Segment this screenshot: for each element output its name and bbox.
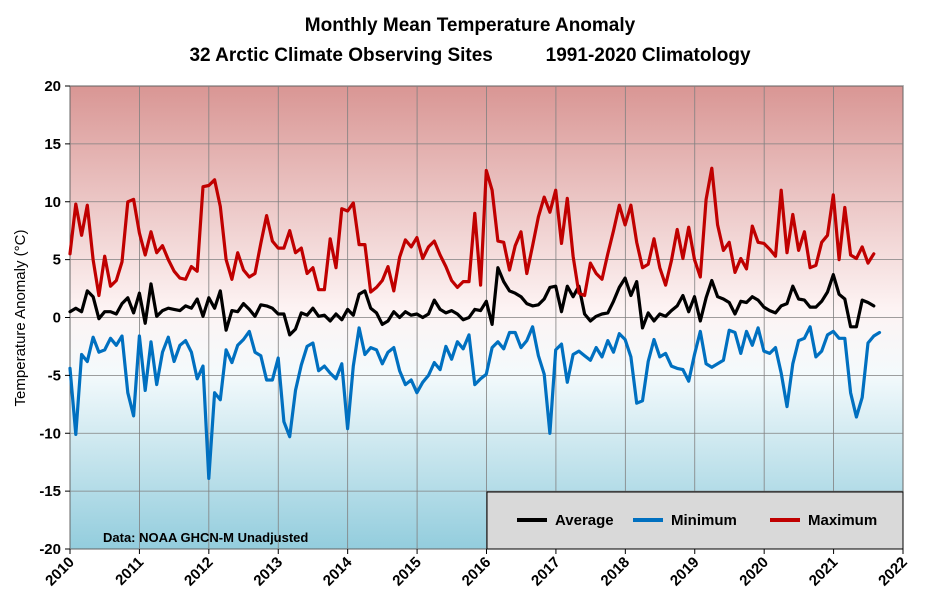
x-tick-label: 2016 — [459, 554, 495, 590]
y-axis-ticks: 20 15 10 5 0 -5 -10 -15 -20 — [39, 78, 70, 558]
subtitle-left: 32 Arctic Climate Observing Sites — [189, 45, 493, 66]
x-tick-label: 2017 — [528, 554, 564, 590]
series-line-maximum — [68, 166, 876, 298]
x-tick-label: 2012 — [181, 554, 217, 590]
x-tick-label: 2014 — [320, 553, 356, 589]
x-tick-label: 2018 — [598, 554, 634, 590]
x-tick-label: 2021 — [806, 554, 842, 590]
x-axis-ticks: 2010 2011 2012 2013 2014 2015 2016 2017 2018 2019… — [42, 549, 911, 589]
chart-title: Monthly Mean Temperature Anomaly — [304, 15, 636, 36]
legend-label-average: Average — [555, 512, 614, 529]
data-source-annotation: Data: NOAA GHCN-M Unadjusted — [103, 530, 308, 545]
y-tick-label: -10 — [39, 425, 61, 442]
x-tick-label: 2011 — [112, 554, 147, 589]
y-tick-label: -20 — [39, 541, 61, 558]
chart-subtitle: 32 Arctic Climate Observing Sites 1991-2… — [0, 45, 940, 67]
legend: Average Minimum Maximum — [486, 491, 904, 550]
y-tick-label: 0 — [53, 310, 61, 327]
subtitle-right: 1991-2020 Climatology — [545, 45, 751, 66]
y-tick-label: 20 — [44, 78, 61, 95]
y-tick-label: 15 — [44, 136, 61, 153]
legend-box — [486, 491, 904, 550]
x-tick-label: 2020 — [736, 554, 772, 590]
y-tick-label: -5 — [48, 367, 61, 384]
series-line-minimum — [68, 325, 882, 480]
x-tick-label: 2013 — [250, 554, 286, 590]
y-axis-label: Temperature Anomaly (°C) — [12, 230, 29, 407]
series-layer — [68, 166, 882, 480]
y-tick-label: 5 — [53, 252, 61, 269]
y-tick-label: 10 — [44, 194, 61, 211]
x-tick-label: 2010 — [42, 554, 78, 590]
x-tick-label: 2022 — [875, 554, 911, 590]
gridlines — [69, 85, 904, 550]
series-line-average — [68, 266, 876, 337]
legend-label-minimum: Minimum — [671, 512, 737, 529]
x-tick-label: 2015 — [389, 554, 425, 590]
legend-label-maximum: Maximum — [808, 512, 877, 529]
x-tick-label: 2019 — [667, 554, 703, 590]
y-tick-label: -15 — [39, 483, 61, 500]
